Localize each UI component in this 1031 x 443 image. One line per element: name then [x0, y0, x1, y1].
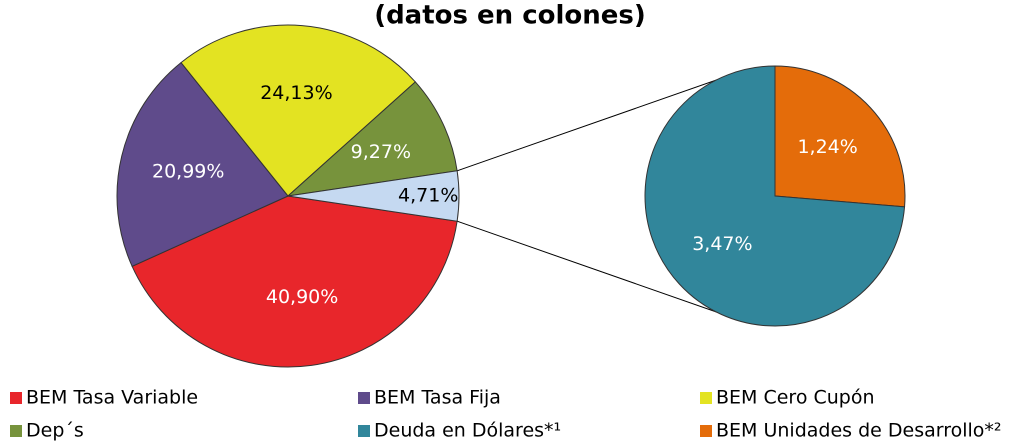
pie-slice	[116, 61, 289, 267]
legend-label: Dep´s	[26, 420, 84, 442]
data-label: 40,90%	[266, 286, 338, 308]
legend-swatch	[10, 425, 22, 437]
connector-line	[456, 220, 746, 323]
legend-label: Deuda en Dólares*¹	[374, 420, 561, 442]
legend-label: BEM Unidades de Desarrollo*²	[716, 420, 1002, 442]
pie-slice	[774, 65, 906, 208]
pie-slice	[131, 195, 458, 368]
pie-slice	[180, 24, 417, 197]
legend-label: BEM Cero Cupón	[716, 387, 875, 409]
pie-slice	[644, 65, 906, 327]
chart-title: (datos en colones)	[374, 1, 646, 31]
data-label: 24,13%	[260, 82, 332, 104]
data-label: 4,71%	[398, 185, 458, 207]
data-label: 3,47%	[692, 233, 752, 255]
legend-swatch	[700, 392, 712, 404]
legend-swatch	[10, 392, 22, 404]
data-label: 9,27%	[351, 141, 411, 163]
data-label: 1,24%	[797, 136, 857, 158]
legend-swatch	[700, 425, 712, 437]
connector-line	[456, 69, 746, 172]
pie-slice	[286, 81, 458, 197]
legend-label: BEM Tasa Variable	[26, 387, 198, 409]
legend-swatch	[358, 392, 370, 404]
legend-label: BEM Tasa Fija	[374, 387, 501, 409]
data-label: 20,99%	[152, 161, 224, 183]
legend-swatch	[358, 425, 370, 437]
pie-slice	[287, 170, 460, 222]
